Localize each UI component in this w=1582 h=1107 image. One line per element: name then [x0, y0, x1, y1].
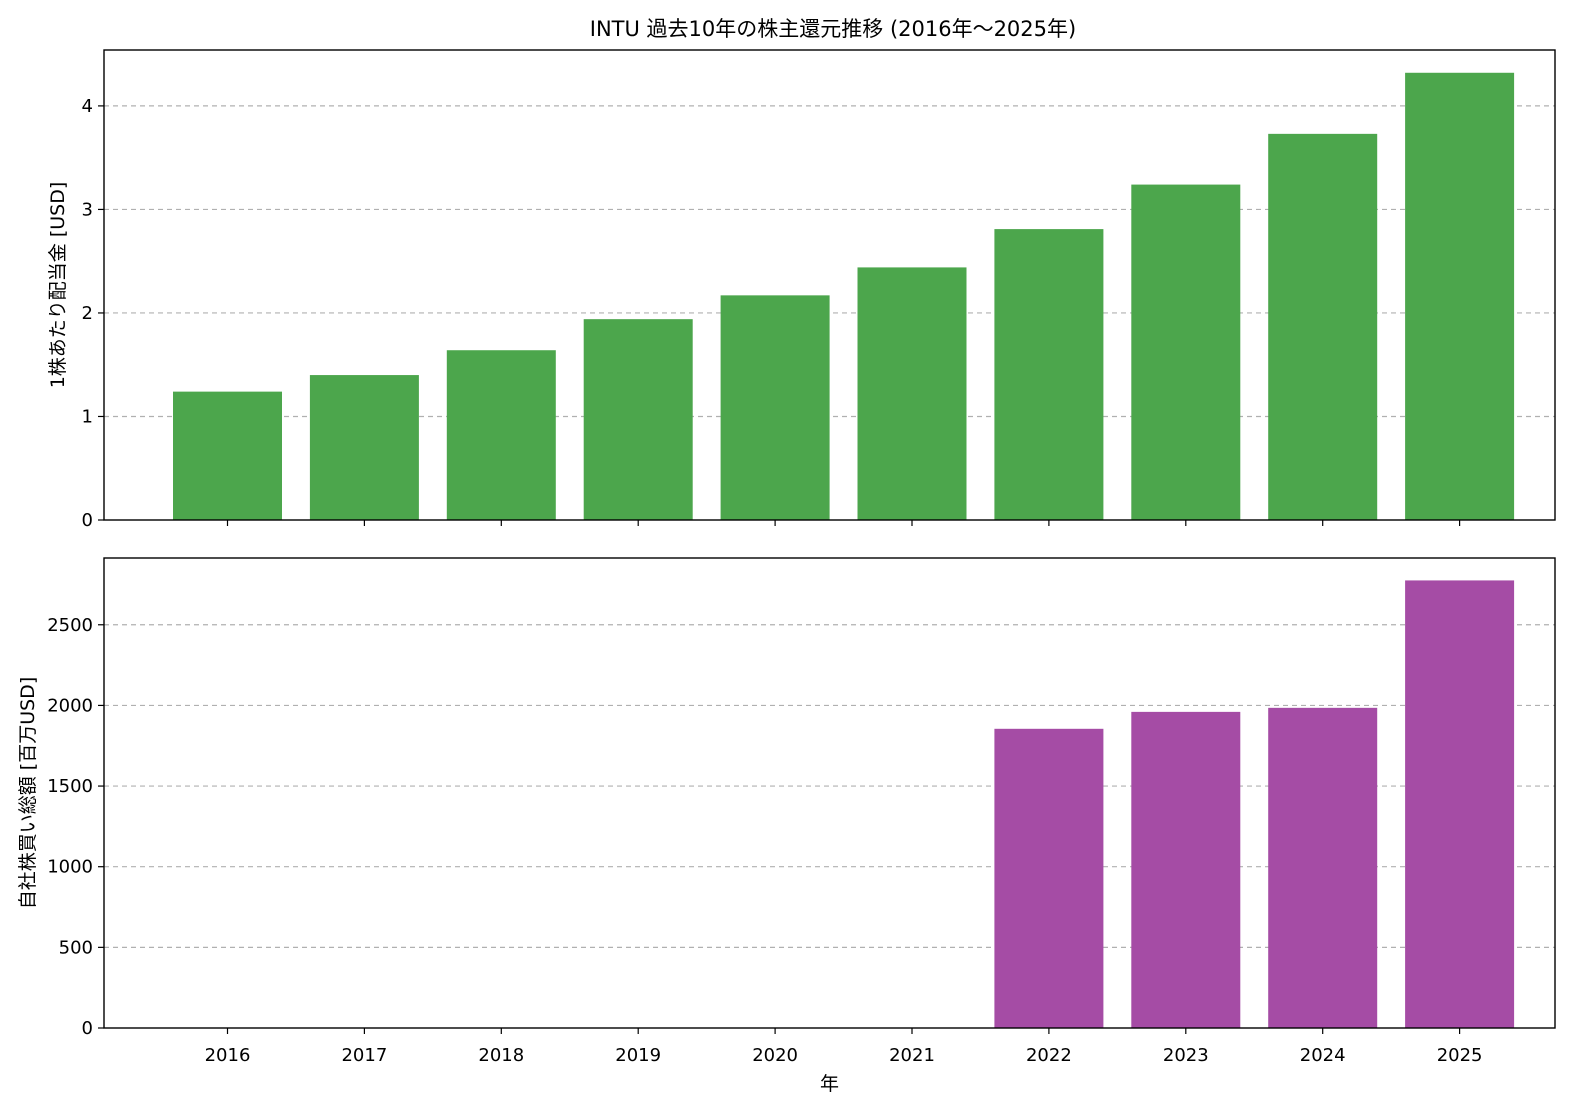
dividend-panel: 0 1 2 3 4 1株あたり配当金 [USD]	[47, 49, 1556, 531]
dividend-ytick-label-2: 2	[82, 303, 93, 324]
buyback-ytick-label-0: 0	[82, 1018, 93, 1039]
buyback-bar-2023	[1131, 711, 1241, 1028]
buyback-xtick-label-2021: 2021	[889, 1045, 935, 1066]
buyback-xtick-label-2024: 2024	[1300, 1045, 1346, 1066]
dividend-axes-frame	[103, 49, 1556, 521]
buyback-bar-2025	[1405, 580, 1515, 1028]
dividend-bar-2016	[173, 391, 282, 520]
buyback-xlabel: 年	[820, 1073, 839, 1095]
chart-title: INTU 過去10年の株主還元推移 (2016年～2025年)	[590, 17, 1076, 41]
dividend-ytick-label-1: 1	[82, 406, 93, 427]
dividend-ylabel: 1株あたり配当金 [USD]	[47, 182, 69, 389]
buyback-bar-2024	[1268, 707, 1378, 1028]
buyback-bar-2022	[994, 728, 1104, 1028]
buyback-xtick-label-2022: 2022	[1026, 1045, 1072, 1066]
buyback-axes-frame	[103, 557, 1556, 1029]
dividend-bar-2018	[446, 350, 556, 520]
buyback-ytick-label-2000: 2000	[47, 695, 93, 716]
dividend-bar-2022	[994, 229, 1104, 520]
buyback-xtick-label-2016: 2016	[205, 1045, 251, 1066]
buyback-xtick-label-2018: 2018	[478, 1045, 524, 1066]
dividend-ytick-label-0: 0	[82, 510, 93, 531]
dividend-ytick-label-3: 3	[82, 199, 93, 220]
buyback-ytick-label-1000: 1000	[47, 857, 93, 878]
dividend-bar-2024	[1268, 133, 1378, 521]
buyback-ytick-label-1500: 1500	[47, 776, 93, 797]
buyback-xtick-label-2020: 2020	[752, 1045, 798, 1066]
dividend-bar-2019	[583, 319, 693, 520]
dividend-bar-2020	[720, 295, 830, 520]
dividend-bar-2023	[1131, 184, 1241, 521]
dividend-ytick-label-4: 4	[82, 96, 93, 117]
buyback-panel: 0 500 1000 1500 2000 2500 2016 2017 2018 2019 2020…	[17, 557, 1556, 1095]
buyback-xtick-label-2023: 2023	[1163, 1045, 1209, 1066]
buyback-ylabel: 自社株買い総額 [百万USD]	[17, 677, 39, 909]
dividend-bar-2021	[857, 267, 967, 520]
buyback-ytick-label-500: 500	[59, 937, 93, 958]
buyback-xtick-label-2017: 2017	[341, 1045, 387, 1066]
buyback-ytick-label-2500: 2500	[47, 615, 93, 636]
buyback-xtick-label-2019: 2019	[615, 1045, 661, 1066]
dividend-bar-2025	[1405, 72, 1515, 520]
buyback-xtick-label-2025: 2025	[1437, 1045, 1483, 1066]
dividend-bar-2017	[309, 375, 419, 520]
